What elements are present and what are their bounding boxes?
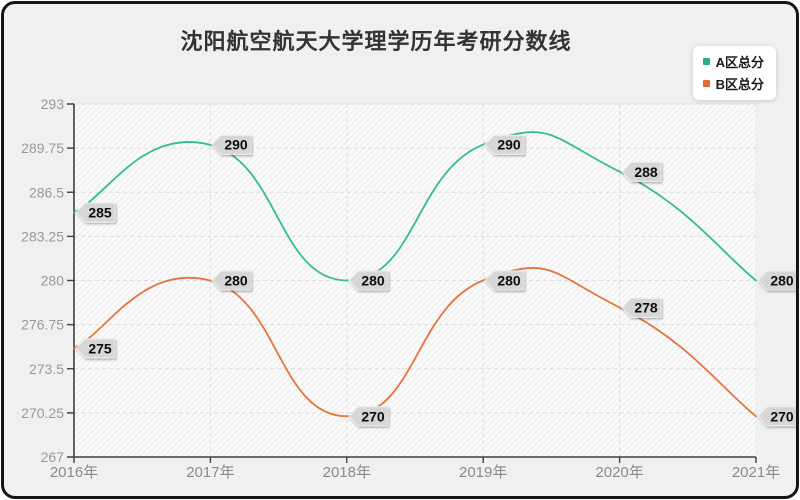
line-chart: 267 270.25 273.5 276.75 280 283.25 286.5 289.75… <box>21 96 796 481</box>
data-label-badge: 290 <box>211 134 252 155</box>
data-label-badge: 278 <box>621 297 662 318</box>
legend-label-b: B区总分 <box>715 77 764 92</box>
data-label-badge: 280 <box>211 270 252 291</box>
y-tick-label: 267 <box>41 449 65 465</box>
data-label-badge: 285 <box>75 202 116 223</box>
data-label-value: 290 <box>497 137 521 153</box>
data-label-value: 275 <box>88 340 112 356</box>
data-label-value: 285 <box>88 205 112 221</box>
x-tick-label: 2017年 <box>186 464 234 481</box>
legend: A区总分 B区总分 <box>692 46 776 100</box>
x-tick-label: 2019年 <box>459 464 507 481</box>
data-label-badge: 280 <box>757 270 796 291</box>
data-label-badge: 270 <box>757 406 796 427</box>
data-label-badge: 290 <box>484 134 525 155</box>
data-label-badge: 288 <box>621 161 662 182</box>
plot-area <box>73 103 757 458</box>
data-label-value: 280 <box>770 273 794 289</box>
y-tick-label: 280 <box>41 273 65 289</box>
x-tick-label: 2021年 <box>732 464 780 481</box>
data-label-value: 278 <box>634 300 658 316</box>
data-label-badge: 280 <box>348 270 389 291</box>
data-label-value: 270 <box>361 408 385 424</box>
data-label-value: 288 <box>634 164 658 180</box>
data-label-badge: 275 <box>75 338 116 359</box>
y-tick-label: 286.5 <box>29 184 64 200</box>
y-tick-label: 289.75 <box>21 140 64 156</box>
data-label-value: 270 <box>770 408 794 424</box>
legend-item-a[interactable]: A区总分 <box>702 52 764 71</box>
x-tick-label: 2016年 <box>50 464 98 481</box>
x-tick-label: 2018年 <box>323 464 371 481</box>
x-tick-label: 2020年 <box>595 464 643 481</box>
y-tick-label: 273.5 <box>29 361 64 377</box>
data-label-badge: 280 <box>484 270 525 291</box>
y-tick-label: 276.75 <box>21 317 64 333</box>
data-label-badge: 270 <box>348 406 389 427</box>
data-label-value: 290 <box>224 137 248 153</box>
y-tick-label: 283.25 <box>21 228 64 244</box>
data-label-value: 280 <box>497 273 521 289</box>
legend-item-b[interactable]: B区总分 <box>702 74 764 93</box>
legend-marker-a-icon <box>702 58 710 65</box>
data-label-value: 280 <box>224 273 248 289</box>
y-tick-label: 293 <box>41 96 65 112</box>
y-tick-label: 270.25 <box>21 405 64 421</box>
data-label-value: 280 <box>361 273 385 289</box>
legend-marker-b-icon <box>702 80 710 87</box>
legend-label-a: A区总分 <box>715 55 764 70</box>
chart-title: 沈阳航空航天大学理学历年考研分数线 <box>180 29 572 54</box>
